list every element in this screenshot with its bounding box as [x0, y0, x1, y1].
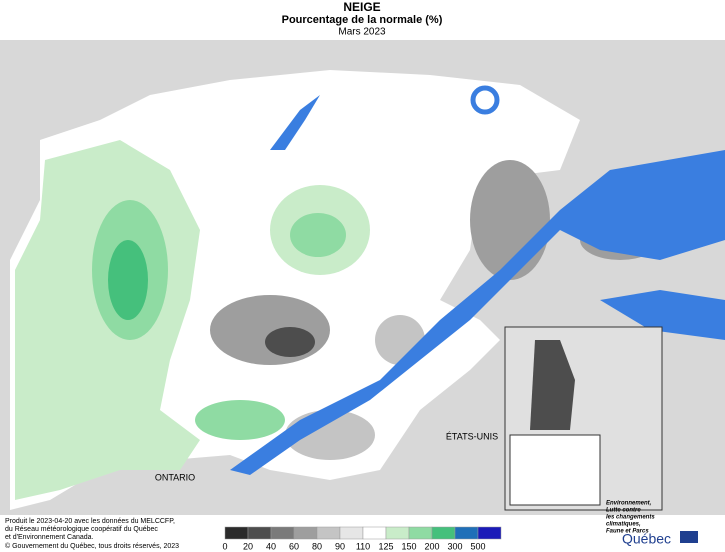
map: ONTARIO ÉTATS-UNIS — [0, 40, 725, 515]
subtitle: Pourcentage de la normale (%) — [282, 14, 443, 26]
legend-swatch — [477, 526, 502, 540]
reservoir — [470, 85, 500, 115]
water — [270, 95, 320, 150]
snow-zone-gray — [210, 295, 330, 365]
legend-swatch — [293, 526, 318, 540]
legend-swatch — [431, 526, 456, 540]
ministry-line: les changements — [606, 515, 655, 521]
water — [230, 150, 725, 475]
legend-tick-label: 500 — [470, 541, 485, 551]
legend-swatch — [224, 526, 249, 540]
legend-tick-label: 0 — [222, 541, 227, 551]
legend-tick-label: 110 — [356, 541, 370, 551]
region-label: ÉTATS-UNIS — [446, 431, 498, 441]
legend-swatch — [454, 526, 479, 540]
region-label: ONTARIO — [155, 472, 195, 482]
credit-line: et d'Environnement Canada. — [5, 534, 94, 541]
snow-zone-gray — [265, 327, 315, 357]
ministry-line: Faune et Parcs — [606, 529, 649, 535]
footer: Produit le 2023-04-20 avec les données d… — [5, 518, 179, 550]
snow-zone-green — [290, 213, 346, 257]
legend-swatch — [385, 526, 410, 540]
logo: Environnement, Lutte contre les changeme… — [606, 501, 698, 547]
legend-tick-label: 150 — [401, 541, 416, 551]
ministry-line: Lutte contre — [606, 508, 641, 514]
legend-tick-label: 80 — [312, 541, 322, 551]
legend-swatch — [339, 526, 364, 540]
copyright: © Gouvernement du Québec, tous droits ré… — [5, 542, 179, 550]
legend-tick-label: 300 — [447, 541, 462, 551]
inset-zone — [530, 340, 575, 430]
inset-detail — [509, 434, 601, 506]
ministry-line: climatiques, — [606, 522, 641, 528]
legend-tick-label: 200 — [424, 541, 439, 551]
snow-zone-green — [195, 400, 285, 440]
title: NEIGE — [343, 0, 380, 14]
credit-line: du Réseau météorologique coopératif du Q… — [5, 526, 158, 533]
legend-swatch — [362, 526, 387, 540]
legend-tick-label: 90 — [335, 541, 345, 551]
legend-tick-label: 20 — [243, 541, 253, 551]
legend-tick-label: 60 — [289, 541, 299, 551]
credit-line: Produit le 2023-04-20 avec les données d… — [5, 518, 175, 525]
brand: Québec — [622, 531, 671, 547]
water — [600, 290, 725, 340]
flag — [680, 531, 698, 543]
legend-tick-label: 40 — [266, 541, 276, 551]
legend-swatch — [270, 526, 295, 540]
legend-tick-label: 125 — [378, 541, 393, 551]
legend: 0 20 40 60 80 90 110 125 150 200 300 500 — [222, 526, 502, 551]
legend-swatch — [316, 526, 341, 540]
snow-zone-green — [108, 240, 148, 320]
ministry-line: Environnement, — [606, 501, 652, 507]
legend-swatch — [408, 526, 433, 540]
legend-swatch — [247, 526, 272, 540]
period: Mars 2023 — [338, 27, 386, 38]
